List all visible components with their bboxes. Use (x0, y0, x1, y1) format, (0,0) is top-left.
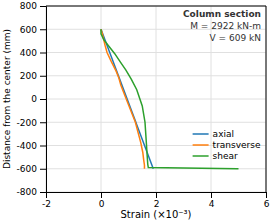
tick-mark (40, 29, 46, 30)
legend-swatch (193, 155, 209, 157)
tick-label: 200 (20, 71, 37, 81)
tick-label: -400 (17, 141, 38, 151)
tick-label: 2 (154, 199, 160, 209)
tick-mark (211, 192, 212, 198)
tick-label: 600 (20, 25, 37, 35)
y-axis-title: Distance from the center (mm) (2, 29, 12, 169)
grid-line (266, 6, 267, 192)
tick-label: -200 (17, 118, 38, 128)
tick-label: 4 (209, 199, 215, 209)
chart: -2 0 2 4 6 -800 -600 -400 -200 0 200 400 600 800 Colum… (0, 0, 276, 222)
tick: 6 (264, 192, 270, 209)
plot-area: -2 0 2 4 6 -800 -600 -400 -200 0 200 400 600 800 Colum… (17, 1, 270, 209)
tick: 0 (31, 94, 46, 104)
tick-mark (40, 192, 46, 193)
grid-line (46, 75, 266, 76)
legend-item: shear (193, 151, 238, 161)
tick-mark (40, 146, 46, 147)
y-axis: -800 -600 -400 -200 0 200 400 600 800 (17, 1, 47, 197)
tick-mark (156, 192, 157, 198)
axis-line (47, 193, 267, 199)
tick-mark (40, 169, 46, 170)
tick: -400 (17, 141, 46, 151)
grid-line (46, 52, 266, 53)
legend-label: shear (213, 151, 238, 161)
tick: -200 (17, 118, 46, 128)
tick: 800 (20, 1, 46, 11)
tick-mark (40, 122, 46, 123)
x-axis: -2 0 2 4 6 (42, 192, 270, 209)
tick-label: 800 (20, 1, 37, 11)
annotation: V = 609 kN (210, 33, 261, 43)
axis-line (40, 7, 47, 193)
tick-mark (40, 99, 46, 100)
tick-label: 6 (264, 199, 270, 209)
grid-line (46, 99, 266, 100)
legend-label: axial (213, 129, 234, 139)
tick: -800 (17, 187, 46, 197)
grid-line (46, 122, 266, 123)
tick-label: -2 (42, 199, 51, 209)
tick-label: -800 (17, 187, 38, 197)
tick: -2 (42, 192, 51, 209)
grid-line (46, 6, 266, 7)
annotation: M = 2922 kN-m (190, 21, 261, 31)
tick-mark (40, 6, 46, 7)
legend-swatch (193, 133, 209, 135)
tick-label: 0 (31, 94, 37, 104)
legend-item: axial (193, 129, 234, 139)
tick: 600 (20, 25, 46, 35)
grid (46, 6, 266, 192)
tick-label: -600 (17, 164, 38, 174)
annotation: Column section (183, 9, 261, 19)
tick-label: 400 (20, 48, 37, 58)
tick: 400 (20, 48, 46, 58)
tick: 200 (20, 71, 46, 81)
tick: 2 (154, 192, 160, 209)
legend: axialtransverseshear (193, 129, 261, 161)
frame (46, 6, 266, 7)
tick: 0 (99, 192, 105, 209)
tick-label: 0 (99, 199, 105, 209)
tick: -600 (17, 164, 46, 174)
tick-mark (101, 192, 102, 198)
tick-mark (266, 192, 267, 198)
series-line (101, 29, 144, 169)
legend-label: transverse (213, 140, 261, 150)
x-axis-title: Strain (×10⁻³) (121, 209, 192, 220)
series-line (101, 29, 153, 169)
legend-swatch (193, 144, 209, 146)
tick-mark (40, 76, 46, 77)
tick-mark (40, 53, 46, 54)
legend-item: transverse (193, 140, 261, 150)
frame (266, 6, 267, 192)
tick: 4 (209, 192, 215, 209)
